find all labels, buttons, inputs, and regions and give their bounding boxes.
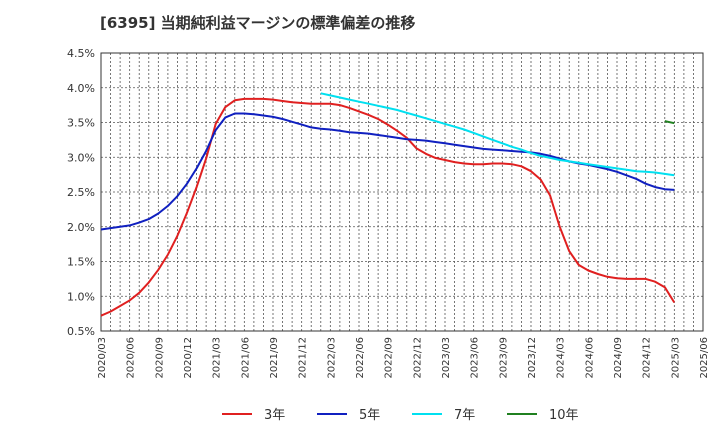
x-tick-label: 2025/03 [670, 337, 681, 379]
x-tick-label: 2022/06 [355, 337, 366, 379]
x-tick-label: 2025/06 [699, 337, 710, 379]
grid [101, 53, 703, 331]
x-tick-label: 2021/09 [269, 337, 280, 379]
legend-label: 3年 [264, 408, 285, 423]
x-tick-label: 2023/06 [470, 337, 481, 379]
y-tick-label: 1.0% [67, 290, 95, 303]
series-lines [100, 92, 676, 317]
y-axis: 0.5% 1.0% 1.5% 2.0% 2.5% 3.0% 3.5% 4.0% 4.5% [67, 47, 95, 338]
chart-title: [6395] 当期純利益マージンの標準偏差の推移 [100, 14, 416, 32]
legend-label: 5年 [359, 408, 380, 423]
x-tick-label: 2021/12 [298, 337, 309, 379]
y-tick-label: 0.5% [67, 325, 95, 338]
y-tick-label: 2.0% [67, 221, 95, 234]
x-tick-label: 2022/09 [384, 337, 395, 379]
x-tick-label: 2020/06 [126, 337, 137, 379]
x-tick-label: 2024/06 [584, 337, 595, 379]
series-line-4 [664, 120, 675, 125]
y-tick-label: 1.5% [67, 256, 95, 269]
x-tick-label: 2022/03 [326, 337, 337, 379]
x-tick-label: 2024/09 [613, 337, 624, 379]
series-line-3 [320, 92, 675, 177]
x-tick-label: 2020/12 [183, 337, 194, 379]
legend-label: 10年 [549, 408, 579, 423]
legend-label: 7年 [454, 408, 475, 423]
x-tick-label: 2020/03 [97, 337, 108, 379]
x-tick-label: 2024/12 [642, 337, 653, 379]
x-tick-label: 2023/03 [441, 337, 452, 379]
x-tick-label: 2021/06 [240, 337, 251, 379]
x-tick-label: 2020/09 [154, 337, 165, 379]
x-tick-label: 2024/03 [556, 337, 567, 379]
x-tick-label: 2023/09 [498, 337, 509, 379]
y-tick-label: 4.0% [67, 82, 95, 95]
x-tick-label: 2022/12 [412, 337, 423, 379]
y-tick-label: 3.0% [67, 151, 95, 164]
y-tick-label: 4.5% [67, 47, 95, 60]
x-tick-label: 2021/03 [212, 337, 223, 379]
y-tick-label: 3.5% [67, 117, 95, 130]
plot-frame [100, 52, 704, 332]
x-tick-label: 2023/12 [527, 337, 538, 379]
series-line-1 [100, 97, 676, 317]
y-tick-label: 2.5% [67, 186, 95, 199]
x-axis: 2020/03 2020/06 2020/09 2020/12 2021/03 2021/… [97, 337, 710, 379]
legend: 3年 5年 7年 10年 [222, 408, 579, 423]
